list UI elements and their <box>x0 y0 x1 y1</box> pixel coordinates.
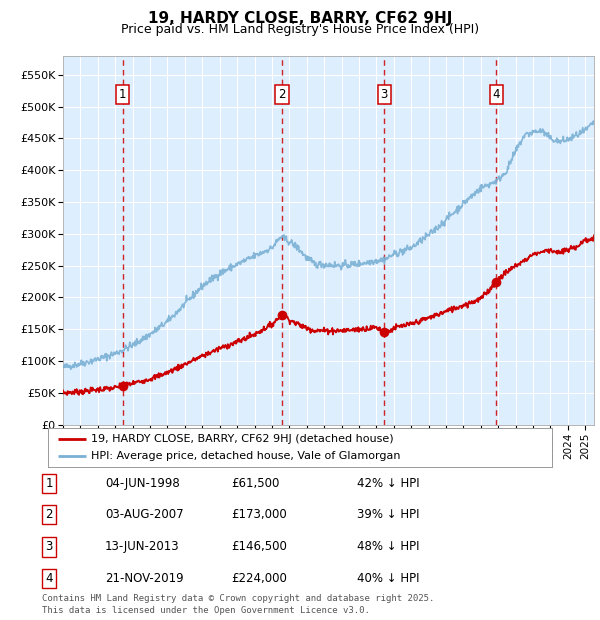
Text: 21-NOV-2019: 21-NOV-2019 <box>105 572 184 585</box>
Text: 42% ↓ HPI: 42% ↓ HPI <box>357 477 419 490</box>
Text: 4: 4 <box>46 572 53 585</box>
Text: 3: 3 <box>46 541 53 553</box>
Text: 04-JUN-1998: 04-JUN-1998 <box>105 477 180 490</box>
Text: 4: 4 <box>493 88 500 101</box>
Text: 03-AUG-2007: 03-AUG-2007 <box>105 508 184 521</box>
Text: 2: 2 <box>278 88 286 101</box>
Text: £224,000: £224,000 <box>231 572 287 585</box>
Text: 1: 1 <box>119 88 126 101</box>
Text: £61,500: £61,500 <box>231 477 280 490</box>
Text: £173,000: £173,000 <box>231 508 287 521</box>
Text: 39% ↓ HPI: 39% ↓ HPI <box>357 508 419 521</box>
Text: 3: 3 <box>380 88 388 101</box>
Text: 19, HARDY CLOSE, BARRY, CF62 9HJ (detached house): 19, HARDY CLOSE, BARRY, CF62 9HJ (detach… <box>91 434 394 444</box>
Text: 48% ↓ HPI: 48% ↓ HPI <box>357 541 419 553</box>
Text: Price paid vs. HM Land Registry's House Price Index (HPI): Price paid vs. HM Land Registry's House … <box>121 23 479 36</box>
Text: Contains HM Land Registry data © Crown copyright and database right 2025.
This d: Contains HM Land Registry data © Crown c… <box>42 594 434 615</box>
Text: £146,500: £146,500 <box>231 541 287 553</box>
Text: 40% ↓ HPI: 40% ↓ HPI <box>357 572 419 585</box>
Text: 13-JUN-2013: 13-JUN-2013 <box>105 541 179 553</box>
Text: 19, HARDY CLOSE, BARRY, CF62 9HJ: 19, HARDY CLOSE, BARRY, CF62 9HJ <box>148 11 452 26</box>
Text: 1: 1 <box>46 477 53 490</box>
Text: HPI: Average price, detached house, Vale of Glamorgan: HPI: Average price, detached house, Vale… <box>91 451 400 461</box>
Text: 2: 2 <box>46 508 53 521</box>
